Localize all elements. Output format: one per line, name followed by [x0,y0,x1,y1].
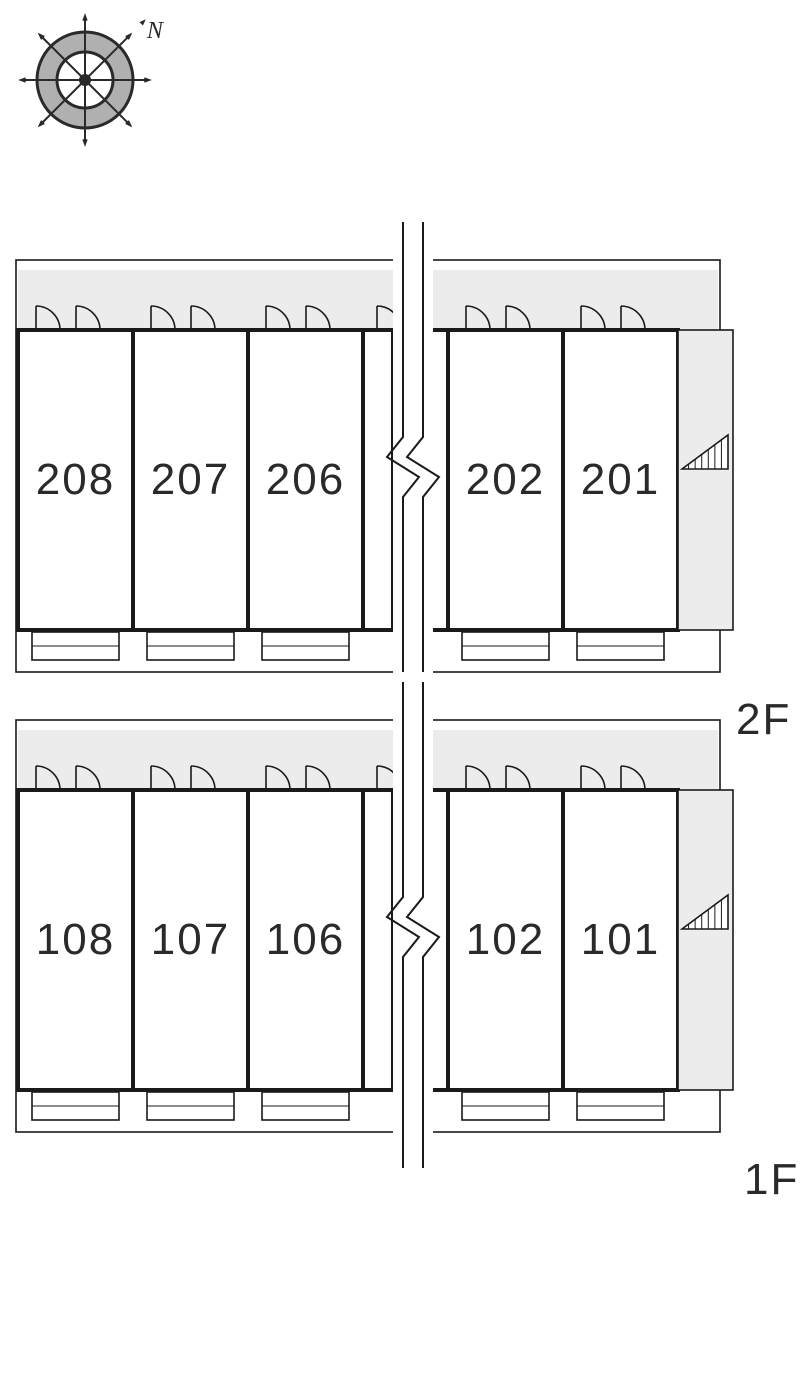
unit-label: 206 [266,455,345,504]
stairwell [678,790,733,1090]
unit-label: 108 [36,915,115,964]
unit-108: 108 [18,766,133,1120]
unit-label: 107 [151,915,230,964]
unit-207: 207 [133,306,248,660]
unit-label: 202 [466,455,545,504]
compass-icon: N [21,16,165,144]
break-mark [387,212,439,718]
unit-107: 107 [133,766,248,1120]
unit-label: 207 [151,455,230,504]
unit-202: 202 [448,306,563,660]
unit-101: 101 [563,766,678,1120]
unit-label: 101 [581,915,660,964]
break-mark [387,672,439,1178]
stairwell [678,330,733,630]
unit-206: 206 [248,306,363,660]
floor-label: 2F [736,695,791,744]
floorplan-stage: N 208 207 206 202 201 2F 108 107 106 102 101 1F [0,0,800,1373]
unit-102: 102 [448,766,563,1120]
unit-label: 102 [466,915,545,964]
unit-label: 106 [266,915,345,964]
unit-label: 208 [36,455,115,504]
unit-106: 106 [248,766,363,1120]
floorplan-svg: N 208 207 206 202 201 2F 108 107 106 102 101 1F [0,0,800,1373]
floor-label: 1F [744,1155,799,1204]
floor-2F: 208 207 206 202 201 2F [16,212,791,744]
floor-1F: 108 107 106 102 101 1F [16,672,799,1204]
unit-201: 201 [563,306,678,660]
unit-208: 208 [18,306,133,660]
unit-label: 201 [581,455,660,504]
compass-north-label: N [146,18,165,44]
